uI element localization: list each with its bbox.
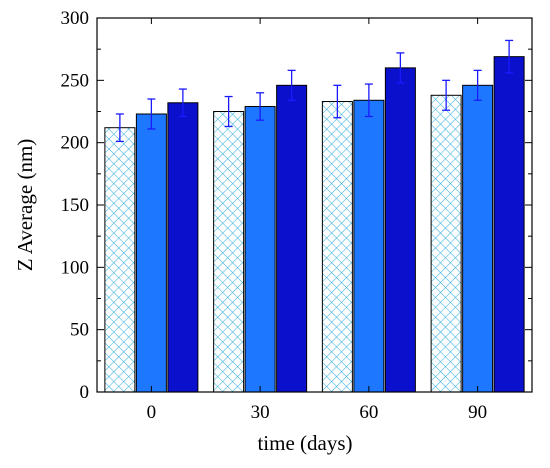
- x-axis-title: time (days): [257, 431, 352, 455]
- y-tick-label: 100: [61, 257, 90, 278]
- bar: [321, 101, 353, 393]
- y-tick-label: 50: [70, 320, 89, 341]
- y-tick-label: 0: [80, 382, 90, 403]
- bar: [104, 127, 136, 393]
- bar: [213, 111, 245, 393]
- bar: [135, 113, 167, 393]
- bar: [384, 67, 416, 393]
- bar: [353, 99, 385, 393]
- bar: [167, 102, 199, 393]
- y-tick-label: 250: [61, 70, 90, 91]
- bar: [462, 84, 494, 393]
- axes: 0 30 60 90 0 50 100 150 200 250 300: [61, 8, 533, 423]
- x-tick-label: 60: [359, 402, 378, 423]
- error-bars-layer: [115, 39, 514, 143]
- bar: [244, 106, 276, 393]
- x-tick-label: 90: [468, 402, 487, 423]
- y-tick-label: 200: [61, 133, 90, 154]
- bar: [493, 56, 525, 393]
- x-tick-label: 30: [251, 402, 270, 423]
- bars-layer: [104, 56, 525, 393]
- y-tick-label: 150: [61, 195, 90, 216]
- x-tick-label: 0: [147, 402, 157, 423]
- bar: [430, 94, 462, 393]
- y-tick-label: 300: [61, 8, 90, 29]
- bar: [276, 84, 308, 393]
- y-axis-title: Z Average (nm): [13, 139, 37, 272]
